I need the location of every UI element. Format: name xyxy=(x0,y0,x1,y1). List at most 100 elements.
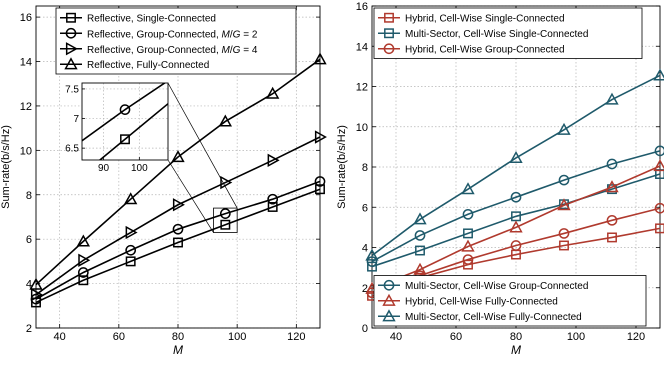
data-point-5-2 xyxy=(461,182,475,195)
data-point-5-1 xyxy=(413,212,427,225)
legend-label-part: / xyxy=(230,44,233,55)
legend-label-part: G xyxy=(233,44,241,55)
legend-box xyxy=(373,7,643,59)
left-series-1 xyxy=(30,176,326,305)
data-point-1-2 xyxy=(463,228,473,239)
legend-label-part: G xyxy=(233,29,241,40)
data-point-1-3 xyxy=(172,223,184,235)
data-point-0-5 xyxy=(607,232,617,243)
x-tick-label-120: 120 xyxy=(627,331,645,343)
data-point-2-5 xyxy=(267,153,280,168)
data-point-2-3 xyxy=(510,240,522,251)
left-legend: Reflective, Single-Connected Reflective, … xyxy=(55,7,297,75)
y-tick-label-0: 0 xyxy=(362,323,368,335)
left-chart: 40 60 80 100 120 2 4 6 8 10 12 14 16 M Sum-rate(b/s/Hz… xyxy=(0,5,327,357)
inset-x-tick-label-90: 90 xyxy=(98,163,110,174)
x-axis-label: M xyxy=(511,343,521,357)
legend-label-2: Multi-Sector, Cell-Wise Fully-Connected xyxy=(405,312,582,323)
x-tick-label-40: 40 xyxy=(390,331,402,343)
data-point-2-2 xyxy=(462,254,474,265)
legend-label-1: Hybrid, Cell-Wise Fully-Connected xyxy=(405,296,558,307)
legend-box xyxy=(373,275,647,327)
data-point-3-1 xyxy=(414,230,426,241)
legend-marker-0 xyxy=(66,12,76,23)
data-point-3-3 xyxy=(510,191,522,203)
inset-y-tick-label-7: 7 xyxy=(73,114,79,125)
data-point-2-0 xyxy=(30,288,43,302)
series-line-hybrid-cell-wise-fully-connected xyxy=(371,165,661,290)
y-tick-label-2: 2 xyxy=(26,323,32,335)
data-point-2-4 xyxy=(220,175,233,190)
legend-label-1: Reflective, Group-Connected, M/G = 2 xyxy=(87,29,258,40)
legend-label-2: Hybrid, Cell-Wise Group-Connected xyxy=(405,44,565,55)
legend-marker-1 xyxy=(384,28,394,39)
x-tick-label-80: 80 xyxy=(510,331,522,343)
zoom-connector-top xyxy=(167,82,238,209)
inset-point-1-4 xyxy=(119,104,131,116)
data-point-1-2 xyxy=(125,244,137,256)
series-line-reflective-single-connected xyxy=(35,188,321,304)
legend-marker-2 xyxy=(65,42,78,56)
right-series-4 xyxy=(365,159,664,294)
data-point-2-3 xyxy=(172,198,185,212)
data-point-4-4 xyxy=(557,198,571,211)
right-chart: 40 60 80 100 120 0 2 4 6 8 10 12 14 16 M Sum-rate(b/s/H… xyxy=(336,1,664,357)
data-point-2-1 xyxy=(78,253,91,267)
x-tick-label-100: 100 xyxy=(567,331,585,343)
legend-label-2: Reflective, Group-Connected, M/G = 4 xyxy=(87,44,258,55)
data-point-2-6 xyxy=(314,130,327,144)
series-line-multi-sector-cell-wise-group-connected xyxy=(371,150,661,263)
data-point-3-0 xyxy=(366,256,378,267)
data-point-3-2 xyxy=(462,208,474,220)
legend-marker-0 xyxy=(384,12,394,23)
legend-marker-1 xyxy=(65,27,77,39)
inset-series-0 xyxy=(98,102,168,160)
y-tick-label-6: 6 xyxy=(26,234,32,246)
inset-frame xyxy=(81,82,169,161)
data-point-0-5 xyxy=(267,202,278,212)
data-point-0-2 xyxy=(125,256,136,267)
legend-marker-0 xyxy=(383,279,395,291)
data-point-0-3 xyxy=(173,237,183,248)
y-tick-label-4: 4 xyxy=(26,279,32,291)
data-point-5-4 xyxy=(557,122,571,135)
data-point-0-6 xyxy=(315,184,325,195)
legend-marker-2 xyxy=(382,309,396,322)
legend-label-part: / xyxy=(230,29,233,40)
data-point-0-1 xyxy=(78,275,89,286)
data-point-3-4 xyxy=(558,174,570,186)
inset-point-0-4 xyxy=(120,134,130,145)
data-point-1-0 xyxy=(367,261,377,272)
y-tick-label-10: 10 xyxy=(20,145,32,157)
data-point-2-5 xyxy=(606,214,618,226)
y-tick-label-14: 14 xyxy=(356,41,368,53)
legend-label-0: Multi-Sector, Cell-Wise Group-Connected xyxy=(405,281,588,292)
legend-label-0: Reflective, Single-Connected xyxy=(87,13,216,24)
y-tick-label-14: 14 xyxy=(20,57,32,69)
legend-marker-3 xyxy=(64,57,78,70)
inset-background xyxy=(82,83,168,160)
right-series-5 xyxy=(365,68,664,261)
data-point-3-1 xyxy=(76,234,91,247)
series-line-multi-sector-cell-wise-fully-connected xyxy=(371,74,661,257)
series-line-reflective-fully-connected xyxy=(35,58,321,286)
y-tick-label-8: 8 xyxy=(26,190,32,202)
y-tick-label-6: 6 xyxy=(362,202,368,214)
data-point-3-4 xyxy=(218,114,233,127)
left-series-2 xyxy=(30,130,327,302)
legend-marker-2 xyxy=(383,43,395,55)
legend-label-part: Reflective, Group-Connected, xyxy=(87,44,222,55)
data-point-3-6 xyxy=(313,52,327,65)
x-tick-label-100: 100 xyxy=(228,331,246,343)
right-legend-top: Hybrid, Cell-Wise Single-Connected Multi-… xyxy=(373,7,643,59)
y-tick-label-12: 12 xyxy=(356,82,368,94)
data-point-1-4 xyxy=(219,208,231,219)
data-point-1-1 xyxy=(77,267,89,278)
legend-label-part: = 4 xyxy=(240,44,257,55)
data-point-3-2 xyxy=(123,192,138,205)
right-series-3 xyxy=(366,145,664,267)
inset-x-tick-label-100: 100 xyxy=(131,163,148,174)
data-point-2-4 xyxy=(558,228,570,239)
legend-label-3: Reflective, Fully-Connected xyxy=(87,60,209,71)
y-tick-label-4: 4 xyxy=(362,243,368,255)
